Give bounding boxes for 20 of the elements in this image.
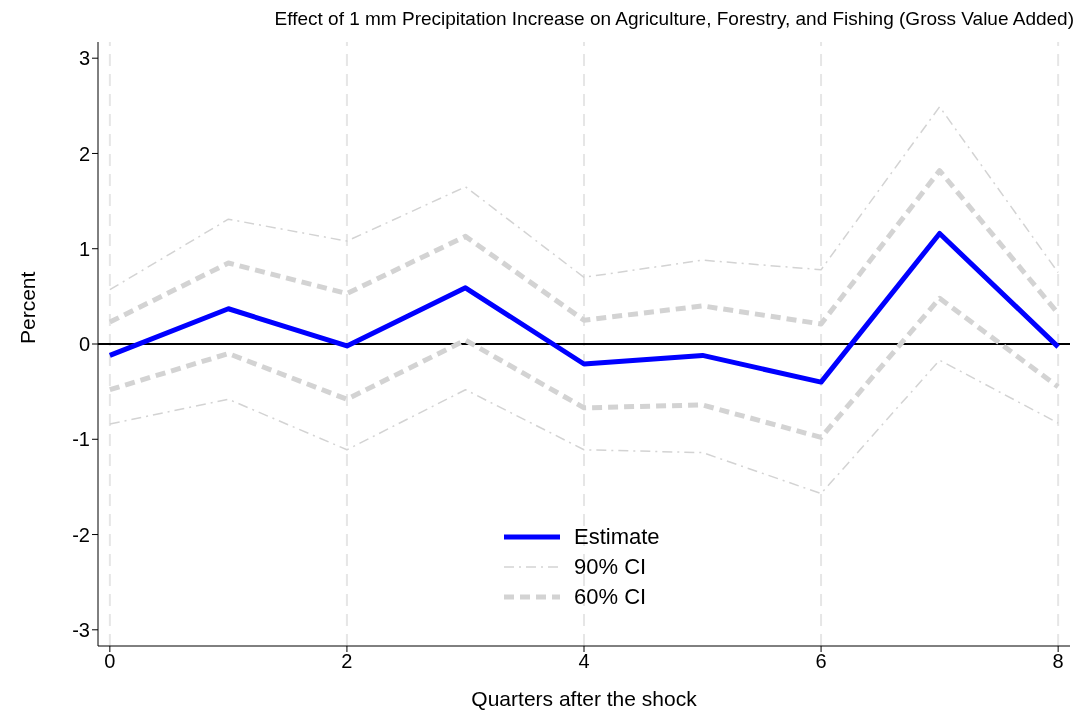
y-axis-title: Percent bbox=[16, 271, 40, 344]
legend-label: 60% CI bbox=[574, 584, 647, 610]
legend-label: Estimate bbox=[574, 524, 660, 550]
x-tick-label: 0 bbox=[104, 650, 116, 673]
y-tick-label: -2 bbox=[72, 523, 90, 546]
y-tick-label: -3 bbox=[72, 618, 90, 641]
chart-title: Effect of 1 mm Precipitation Increase on Agriculture, Forestry, and Fishing (Gross Value Added) bbox=[273, 8, 1075, 31]
x-tick-label: 8 bbox=[1052, 650, 1064, 673]
y-tick-label: 0 bbox=[78, 333, 90, 356]
y-tick-label: 1 bbox=[78, 237, 90, 260]
y-tick-label: 3 bbox=[78, 47, 90, 70]
legend-label: 90% CI bbox=[574, 554, 647, 580]
x-tick-label: 4 bbox=[578, 650, 590, 673]
x-tick-label: 2 bbox=[341, 650, 353, 673]
y-tick-label: 2 bbox=[78, 142, 90, 165]
x-tick-label: 6 bbox=[815, 650, 827, 673]
line-series bbox=[109, 359, 1059, 495]
x-axis-title: Quarters after the shock bbox=[471, 687, 698, 710]
y-tick-label: -1 bbox=[72, 428, 90, 451]
line-series bbox=[109, 106, 1059, 291]
